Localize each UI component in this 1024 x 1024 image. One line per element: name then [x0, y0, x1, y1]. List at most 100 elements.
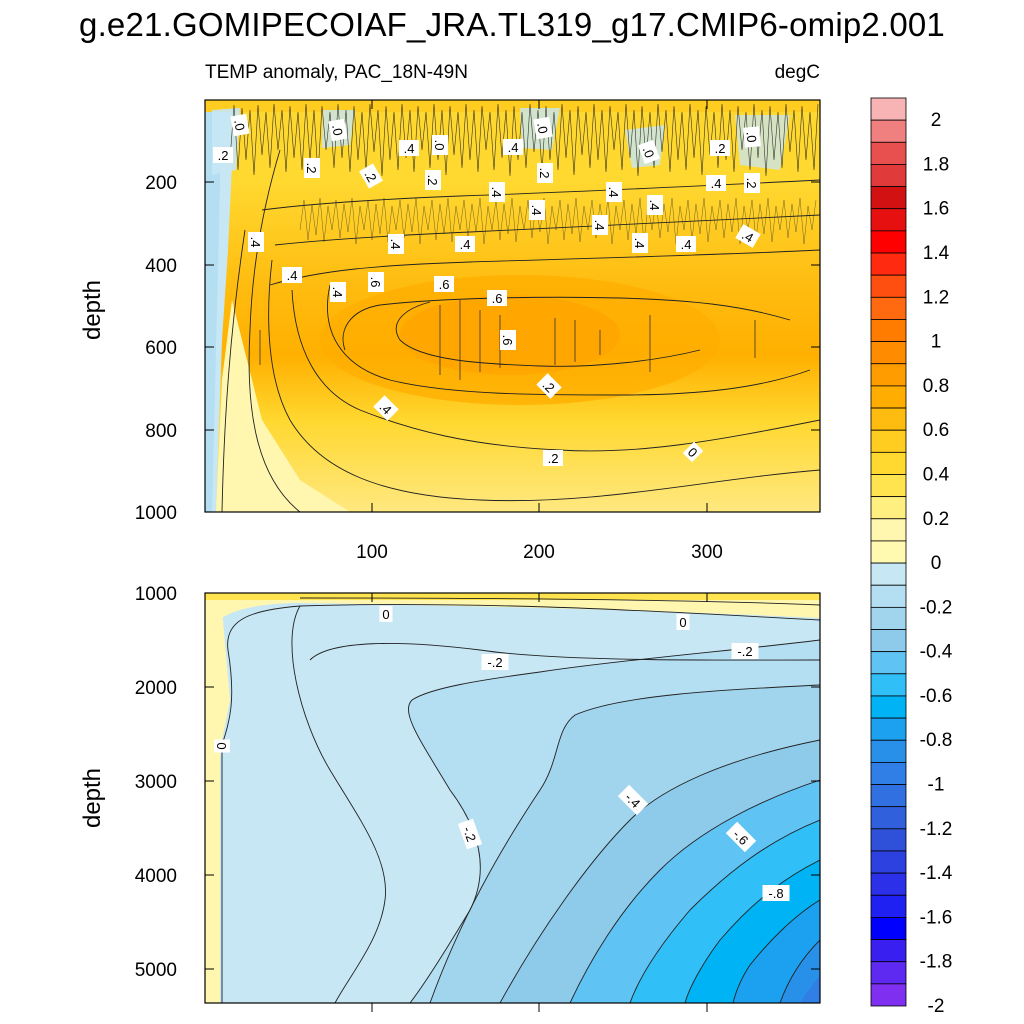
colorbar-box	[870, 252, 907, 276]
y-tick-label: 1000	[135, 503, 177, 524]
contour-label: .2	[425, 170, 441, 190]
contour-label: .4	[632, 233, 648, 253]
colorbar-box	[870, 363, 907, 387]
contour-label: .6	[487, 290, 507, 306]
contour-label: .6	[368, 272, 384, 292]
colorbar-tick-label: 1.4	[923, 243, 950, 264]
colorbar-labels: 2 1.8 1.6 1.4 1.2 1 0.8 0.6 0.4 0.2 0 -0.2 -0.4 -0.6 -…	[920, 110, 953, 1017]
contour-label-text: -.8	[768, 886, 783, 901]
lower-y-ticks-marks	[205, 593, 820, 1012]
contour-label-text: 0	[214, 742, 229, 749]
lower-contour-labels: 00-.2-.2-.20-.4-.6-.8	[214, 606, 790, 901]
contour-label-text: .0	[432, 140, 447, 151]
contour-label: 0	[676, 614, 690, 630]
colorbar-box	[870, 97, 907, 121]
lower-plot-frame	[204, 592, 821, 1004]
contour-line	[269, 249, 820, 286]
contour-label: .4	[388, 234, 404, 254]
contour-line	[629, 819, 820, 1003]
colorbar	[870, 97, 907, 1007]
colorbar-tick-label: 1	[931, 332, 942, 353]
page-title: g.e21.GOMIPECOIAF_JRA.TL319_g17.CMIP6-om…	[79, 6, 945, 43]
contour-label: .2	[359, 163, 383, 189]
upper-plot-frame	[204, 99, 821, 513]
colorbar-box	[870, 673, 907, 697]
y-tick-label: 1000	[135, 584, 177, 605]
colorbar-box	[870, 474, 907, 498]
colorbar-box	[870, 761, 907, 785]
contour-label: -.2	[731, 643, 759, 659]
contour-label-text: .4	[632, 238, 647, 249]
y-tick-label: 2000	[135, 678, 177, 699]
colorbar-tick-label: 1.2	[923, 287, 949, 308]
contour-label: 0	[682, 441, 704, 463]
colorbar-tick-label: 0.6	[923, 420, 949, 441]
contour-label-text: .2	[548, 451, 559, 466]
contour-label: -.2	[457, 818, 483, 850]
colorbar-box	[870, 164, 907, 187]
contour-label-text: .4	[508, 140, 519, 155]
contour-line	[268, 259, 820, 502]
contour-label: .4	[503, 139, 523, 155]
colorbar-box	[870, 274, 907, 298]
lower-band	[780, 940, 820, 1003]
contour-label: .2	[710, 140, 730, 156]
colorbar-tick-label: 0.8	[923, 376, 949, 397]
contour-line	[684, 859, 820, 1003]
contour-line	[327, 284, 811, 396]
contour-label-text: .2	[744, 178, 759, 189]
y-tick-label: 4000	[135, 866, 177, 887]
colorbar-tick-label: -0.4	[920, 642, 953, 663]
contour-line	[274, 214, 820, 246]
contour-label: .4	[282, 267, 302, 283]
colorbar-box	[870, 651, 907, 675]
colorbar-box	[870, 119, 907, 143]
upper-subsurface-wiggles	[299, 197, 817, 245]
contour-label: .4	[676, 236, 696, 252]
contour-label-text: .4	[529, 205, 544, 216]
contour-label-text: .2	[218, 148, 229, 163]
colorbar-tick-label: -1.2	[920, 819, 953, 840]
colorbar-box	[870, 385, 907, 409]
colorbar-tick-label: -1.6	[920, 907, 953, 928]
colorbar-box	[870, 606, 907, 630]
contour-label-text: .4	[681, 237, 692, 252]
upper-left-edge	[205, 100, 222, 512]
contour-label-text: .4	[460, 237, 471, 252]
colorbar-tick-label: 0	[931, 553, 942, 574]
contour-label: .4	[248, 232, 264, 252]
contour-label: .4	[735, 224, 761, 248]
colorbar-tick-label: 1.8	[923, 154, 949, 175]
colorbar-box	[870, 451, 907, 475]
colorbar-box	[870, 496, 907, 520]
colorbar-box	[870, 828, 907, 852]
contour-label: .2	[543, 450, 563, 466]
colorbar-box	[870, 872, 907, 896]
contour-label: .2	[304, 158, 320, 178]
contour-label: .0	[533, 116, 553, 140]
y-tick-label: 200	[145, 173, 177, 194]
contour-label-text: 0	[679, 615, 686, 630]
colorbar-box	[870, 784, 907, 808]
contour-line	[499, 739, 820, 1003]
contour-line	[342, 296, 791, 351]
lower-left-strip	[205, 610, 230, 1003]
colorbar-box	[870, 629, 907, 653]
contour-label-text: -.2	[737, 644, 752, 659]
contour-label: .0	[328, 118, 348, 142]
colorbar-tick-label: -1.8	[920, 952, 953, 973]
colorbar-box	[870, 208, 907, 232]
colorbar-tick-label: -0.6	[920, 686, 953, 707]
contour-line	[291, 605, 386, 1003]
contour-label-text: .0	[640, 145, 658, 160]
contour-line	[248, 149, 301, 512]
contour-label-text: -.2	[460, 824, 479, 843]
contour-label-text: .4	[388, 239, 403, 250]
upper-contour-labels: .0 .0 .0 .0 .0 .0 .2 .2 .2 .2 .2 .2 .2 .4 .4 .4 .4 .4 .4 .4…	[213, 113, 761, 466]
contour-line	[221, 229, 246, 512]
colorbar-tick-label: -0.8	[920, 730, 953, 751]
y-tick-label: 600	[145, 338, 177, 359]
contour-label-text: .4	[606, 187, 621, 198]
contour-label: 0	[379, 606, 393, 622]
contour-label: .4	[489, 182, 505, 202]
